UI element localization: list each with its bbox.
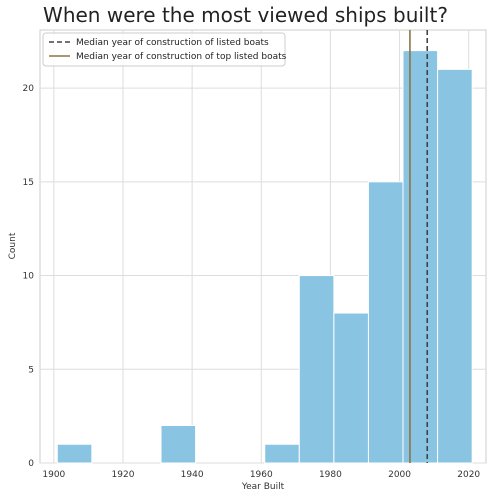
y-tick-label: 0 <box>28 459 34 469</box>
x-tick-label: 1940 <box>181 470 204 480</box>
x-tick-label: 1980 <box>319 470 342 480</box>
x-tick-label: 2000 <box>388 470 411 480</box>
x-axis-label: Year Built <box>241 482 285 492</box>
histogram-bar <box>333 312 369 464</box>
chart-title: When were the most viewed ships built? <box>43 3 448 27</box>
histogram-bar <box>298 275 335 464</box>
histogram-bar <box>437 68 473 464</box>
histogram-bars <box>56 50 473 464</box>
y-tick-labels: 0 5 10 15 20 <box>23 84 35 469</box>
y-tick-label: 15 <box>23 178 34 188</box>
histogram-bar <box>56 443 93 464</box>
x-tick-label: 1920 <box>112 470 135 480</box>
y-axis-label: Count <box>8 232 18 259</box>
histogram-bar <box>402 50 439 464</box>
x-tick-label: 2020 <box>457 470 480 480</box>
x-tick-labels: 1900 1920 1940 1960 1980 2000 2020 <box>42 470 480 480</box>
histogram-bar <box>264 443 300 464</box>
legend-label-listed-median: Median year of construction of listed bo… <box>76 38 269 48</box>
y-tick-label: 5 <box>28 365 34 375</box>
y-tick-label: 10 <box>23 272 35 282</box>
legend-label-top-listed-median: Median year of construction of top liste… <box>76 52 287 62</box>
legend-box <box>42 32 286 67</box>
legend: Median year of construction of listed bo… <box>42 32 287 67</box>
histogram-bar <box>160 425 197 464</box>
x-tick-label: 1960 <box>250 470 273 480</box>
x-tick-label: 1900 <box>42 470 65 480</box>
y-tick-label: 20 <box>23 84 35 94</box>
histogram-bar <box>367 181 404 464</box>
median-lines <box>409 30 429 463</box>
